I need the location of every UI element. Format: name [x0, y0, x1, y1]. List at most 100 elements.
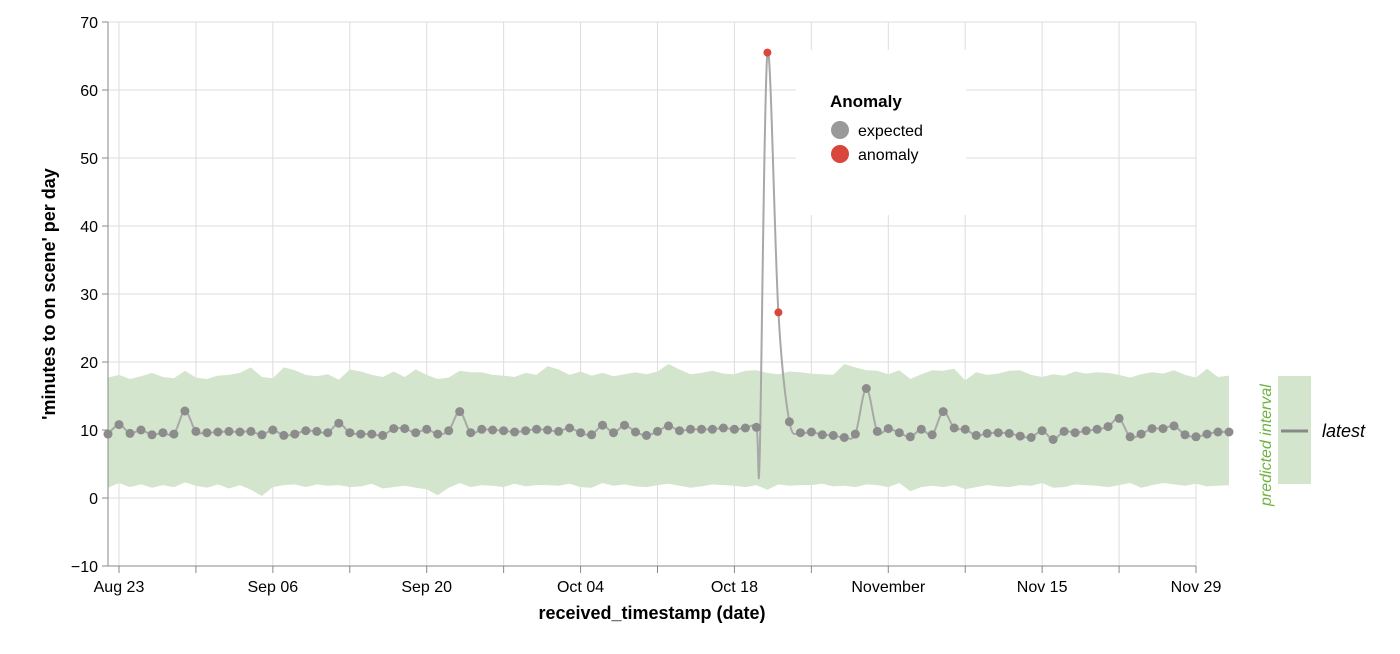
data-point: [675, 426, 684, 436]
data-point: [587, 430, 597, 440]
y-tick-label: 70: [80, 15, 98, 32]
series-layer: [103, 48, 1234, 480]
data-point: [378, 430, 388, 440]
data-point: [949, 423, 959, 433]
data-point: [444, 426, 454, 436]
data-point: [1004, 428, 1014, 438]
data-point: [620, 420, 629, 430]
data-point: [938, 407, 948, 417]
data-point: [806, 427, 816, 437]
legend-label-anomaly: anomaly: [858, 147, 918, 164]
data-point: [224, 426, 234, 436]
legend-title: Anomaly: [830, 92, 902, 111]
data-point: [389, 424, 399, 434]
data-point: [279, 430, 289, 440]
y-tick-label: 30: [80, 287, 98, 304]
band-legend: predicted interval latest: [1258, 376, 1366, 507]
data-point: [521, 426, 531, 436]
data-point: [1191, 432, 1201, 442]
data-point: [1158, 424, 1168, 434]
data-point: [927, 430, 937, 440]
data-point: [1114, 413, 1124, 423]
data-point: [499, 426, 509, 436]
data-point: [850, 429, 860, 439]
data-point: [642, 430, 651, 440]
data-point: [982, 428, 992, 438]
data-point: [1048, 435, 1058, 444]
x-tick-label: Oct 18: [711, 579, 758, 596]
data-point: [1202, 429, 1212, 439]
data-point: [653, 426, 662, 436]
data-point: [784, 417, 794, 427]
data-point: [872, 426, 882, 436]
data-point: [400, 424, 410, 434]
data-point: [1213, 427, 1223, 437]
data-point: [356, 429, 366, 439]
data-point: [345, 428, 355, 438]
data-point: [883, 424, 893, 434]
data-point: [510, 427, 520, 437]
data-point: [136, 425, 146, 435]
legend-background: [796, 50, 966, 215]
data-point: [1081, 426, 1091, 436]
data-point: [817, 430, 827, 440]
data-point: [960, 424, 970, 434]
data-point: [301, 426, 311, 436]
data-point: [576, 428, 586, 438]
data-point: [1092, 424, 1102, 434]
data-point: [411, 428, 421, 438]
data-point: [1180, 430, 1190, 440]
data-point: [751, 422, 761, 432]
data-point: [609, 428, 618, 438]
data-point: [993, 428, 1003, 438]
data-point: [697, 424, 706, 434]
legend-swatch-expected: [831, 121, 849, 139]
data-point: [213, 427, 223, 437]
data-point: [598, 420, 607, 430]
data-point: [323, 428, 333, 438]
data-point: [477, 424, 487, 434]
data-point: [1147, 424, 1157, 434]
data-point: [1125, 432, 1135, 442]
data-point: [246, 426, 256, 436]
data-point: [839, 433, 849, 442]
data-point: [1136, 429, 1146, 439]
data-point: [916, 424, 926, 434]
data-point: [1026, 433, 1036, 442]
anomaly-point: [763, 48, 772, 57]
data-point: [828, 430, 838, 440]
data-point: [707, 424, 717, 434]
data-point: [532, 424, 542, 434]
data-point: [268, 425, 278, 435]
data-point: [971, 430, 981, 440]
data-point: [290, 429, 300, 439]
data-point: [718, 423, 728, 433]
data-point: [158, 428, 168, 438]
data-point: [235, 427, 245, 437]
data-point: [257, 430, 267, 440]
data-point: [147, 430, 157, 440]
data-point: [114, 420, 124, 430]
data-point: [202, 428, 212, 438]
axes: −10 0 10 20 30 40 50 60 70 Aug 23 Sep 06 Sep 20 Oct …: [71, 15, 1222, 596]
data-point: [905, 432, 915, 442]
data-point: [1169, 421, 1179, 431]
data-point: [554, 426, 564, 436]
y-tick-label: 40: [80, 219, 98, 236]
y-tick-label: 0: [89, 491, 98, 508]
data-point: [422, 424, 432, 434]
data-point: [740, 423, 750, 433]
data-point: [664, 421, 673, 431]
data-point: [894, 428, 904, 438]
data-point: [631, 427, 640, 437]
data-point: [488, 425, 498, 435]
x-tick-label: Nov 29: [1171, 579, 1222, 596]
data-point: [191, 426, 201, 436]
data-point: [795, 428, 805, 438]
y-tick-label: 60: [80, 83, 98, 100]
data-point: [433, 429, 443, 439]
data-point: [1224, 427, 1234, 437]
data-point: [1059, 426, 1069, 436]
data-point: [455, 407, 465, 417]
